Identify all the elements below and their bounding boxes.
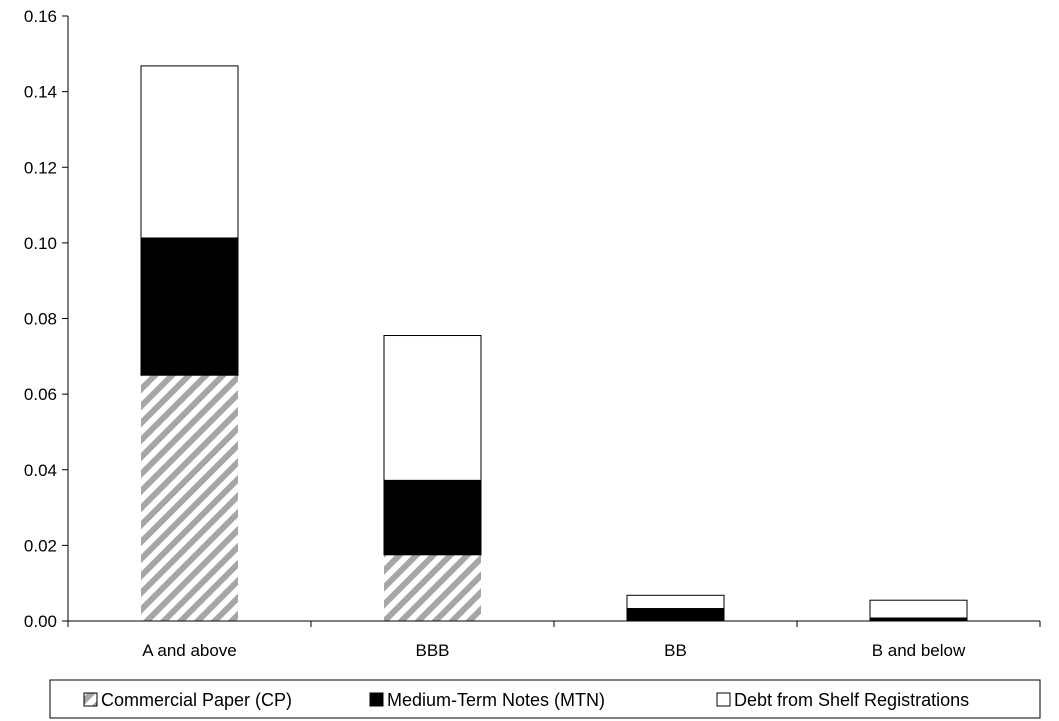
y-tick-label: 0.16 xyxy=(24,7,57,26)
bar-medium-term-notes-mtn xyxy=(140,237,239,376)
plot-area xyxy=(140,65,968,622)
bar-commercial-paper-cp xyxy=(141,375,238,621)
bar-medium-term-notes-mtn xyxy=(626,608,725,622)
y-tick-label: 0.08 xyxy=(24,310,57,329)
legend-swatch xyxy=(83,692,98,707)
legend-item-medium-term-notes-mtn: Medium-Term Notes (MTN) xyxy=(369,690,605,710)
legend-label: Debt from Shelf Registrations xyxy=(734,690,969,710)
x-tick-label: BB xyxy=(664,641,687,660)
y-axis: 0.00 0.02 0.04 0.06 0.08 0.10 0.12 0.14 0.16 xyxy=(24,7,69,631)
y-tick-label: 0.14 xyxy=(24,83,57,102)
y-tick-label: 0.10 xyxy=(24,234,57,253)
y-tick-label: 0.12 xyxy=(24,158,57,177)
legend-box xyxy=(49,679,1041,719)
legend-swatch xyxy=(716,692,731,707)
y-tick-label: 0.06 xyxy=(24,385,57,404)
x-axis: A and above BBB BB B and below xyxy=(67,620,1041,660)
bar-stack-b-and-below xyxy=(869,599,968,622)
bar-stack-a-and-above xyxy=(140,65,239,621)
bar-debt-from-shelf-registrations xyxy=(140,65,239,239)
legend-swatch xyxy=(369,692,384,707)
x-tick-label: B and below xyxy=(872,641,966,660)
legend: Commercial Paper (CP) Medium-Term Notes (… xyxy=(49,679,1041,719)
bar-debt-from-shelf-registrations xyxy=(383,335,482,481)
y-tick-label: 0.04 xyxy=(24,461,57,480)
bar-stack-bb xyxy=(626,594,725,622)
y-tick-label: 0.02 xyxy=(24,536,57,555)
bar-medium-term-notes-mtn xyxy=(383,479,482,556)
legend-label: Commercial Paper (CP) xyxy=(101,690,292,710)
bar-debt-from-shelf-registrations xyxy=(626,594,725,610)
bar-commercial-paper-cp xyxy=(384,554,481,621)
legend-item-debt-from-shelf-registrations: Debt from Shelf Registrations xyxy=(716,690,969,710)
x-tick-label: BBB xyxy=(415,641,449,660)
x-tick-label: A and above xyxy=(142,641,237,660)
bar-stack-bbb xyxy=(383,335,482,621)
bar-debt-from-shelf-registrations xyxy=(869,599,968,619)
y-tick-label: 0.00 xyxy=(24,612,57,631)
legend-item-commercial-paper-cp: Commercial Paper (CP) xyxy=(83,690,292,710)
legend-label: Medium-Term Notes (MTN) xyxy=(387,690,605,710)
